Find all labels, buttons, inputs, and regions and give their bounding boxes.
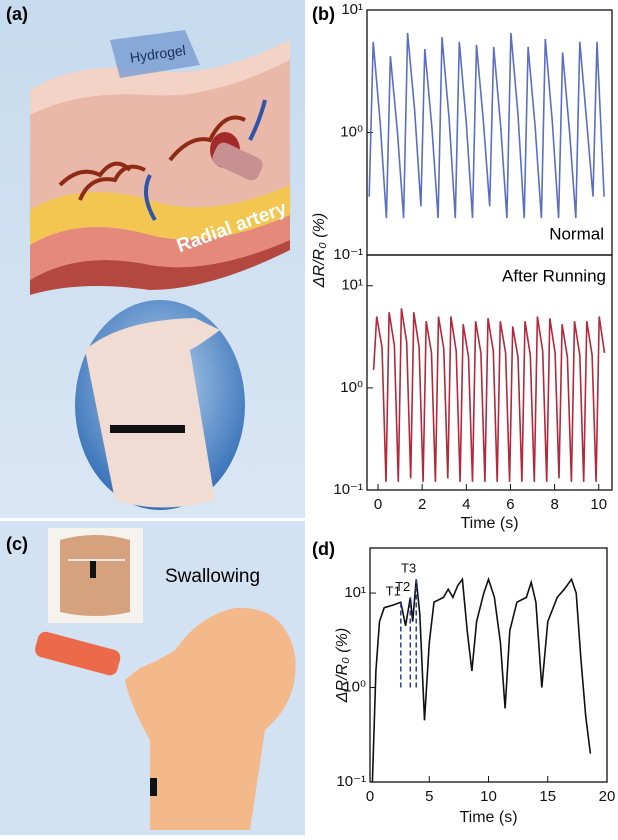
y-tick-label: 10⁻¹ bbox=[336, 773, 366, 790]
y-tick-label: 10⁻¹ bbox=[333, 481, 363, 498]
x-tick-label: 10 bbox=[480, 788, 497, 805]
x-tick-label: 15 bbox=[539, 788, 556, 805]
swallowing-label: Swallowing bbox=[165, 566, 260, 587]
y-tick-label: 10¹ bbox=[344, 584, 366, 601]
panel-label: (b) bbox=[312, 4, 335, 24]
y-tick-label: 10¹ bbox=[341, 1, 363, 18]
x-tick-label: 5 bbox=[425, 788, 433, 805]
x-axis-label: Time (s) bbox=[459, 809, 517, 826]
annotation-label: T3 bbox=[401, 561, 416, 576]
figure: Hydrogel Radial artery (a) Swallowing (c… bbox=[0, 0, 618, 835]
x-tick-label: 6 bbox=[506, 496, 514, 513]
chart-title: Normal bbox=[549, 224, 604, 243]
y-tick-label: 10⁰ bbox=[340, 379, 363, 396]
y-tick-label: 10¹ bbox=[341, 277, 363, 294]
neck-photo bbox=[48, 528, 143, 623]
panel-label: (a) bbox=[6, 4, 28, 24]
plot-frame bbox=[367, 10, 612, 255]
x-tick-label: 4 bbox=[462, 496, 470, 513]
y-tick-label: 10⁻¹ bbox=[333, 246, 363, 263]
annotation-label: T2 bbox=[395, 579, 410, 594]
x-tick-label: 20 bbox=[599, 788, 616, 805]
data-line bbox=[369, 33, 604, 218]
x-tick-label: 0 bbox=[366, 788, 374, 805]
plot-frame bbox=[367, 255, 612, 490]
panel-label: (c) bbox=[6, 534, 28, 554]
x-tick-label: 10 bbox=[590, 496, 607, 513]
y-tick-label: 10⁰ bbox=[340, 123, 363, 140]
y-axis-label: ΔR/R₀ (%) bbox=[311, 213, 328, 288]
x-tick-label: 0 bbox=[374, 496, 382, 513]
page: {"figure": {"panel_labels": ["(a)", "(b)… bbox=[0, 0, 618, 840]
panel-label: (d) bbox=[312, 539, 335, 559]
y-axis-label: ΔR/R₀ (%) bbox=[334, 628, 351, 703]
x-axis-label: Time (s) bbox=[460, 515, 518, 532]
wrist-photo bbox=[75, 300, 245, 510]
data-line bbox=[372, 579, 590, 782]
chart-title: After Running bbox=[502, 266, 606, 285]
x-tick-label: 8 bbox=[550, 496, 558, 513]
x-tick-label: 2 bbox=[418, 496, 426, 513]
data-line bbox=[374, 308, 605, 482]
